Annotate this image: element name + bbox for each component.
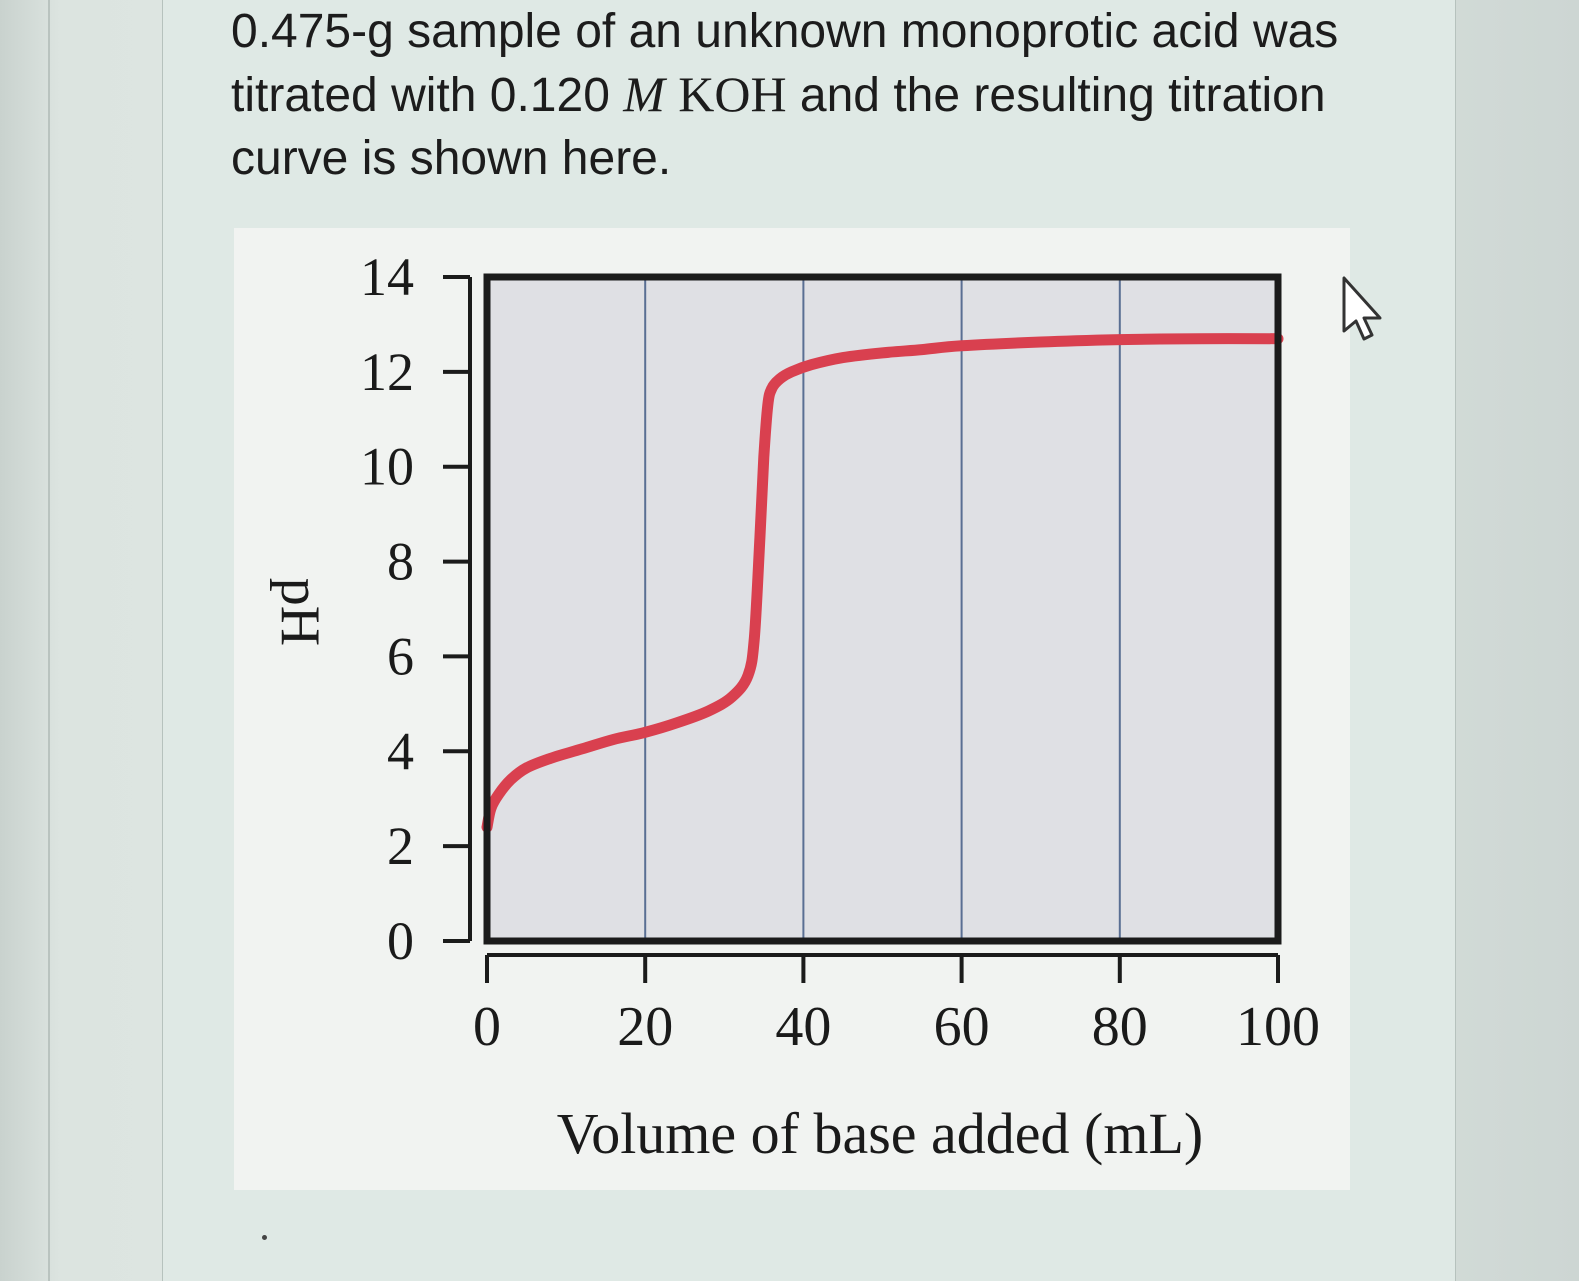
x-tick-label-80: 80 xyxy=(1092,996,1148,1058)
plot-border xyxy=(483,273,1282,945)
x-tick-label-0: 0 xyxy=(473,996,501,1058)
y-tick-label-2: 2 xyxy=(387,816,414,876)
curve-layer xyxy=(481,333,1284,833)
x-tick-label-40: 40 xyxy=(775,996,831,1058)
x-tick-label-100: 100 xyxy=(1236,996,1320,1058)
y-tick-label-4: 4 xyxy=(387,721,414,781)
plot-area xyxy=(487,277,1278,941)
page-left-rule xyxy=(48,0,50,1281)
y-tick-label-14: 14 xyxy=(360,247,414,307)
y-tick-label-12: 12 xyxy=(360,342,414,402)
y-tick-label-10: 10 xyxy=(360,437,414,497)
question-text: 0.475-g sample of an unknown monoprotic … xyxy=(231,0,1351,190)
molar-symbol: M xyxy=(623,66,665,122)
grid-lines xyxy=(644,277,1121,941)
y-axis: 0 2 4 6 8 10 12 14 xyxy=(360,247,472,971)
y-tick-label-8: 8 xyxy=(387,532,414,592)
question-part2: and the resulting titration curve is sho… xyxy=(231,69,1326,185)
base-formula: KOH xyxy=(678,66,787,122)
y-tick-label-0: 0 xyxy=(387,911,414,971)
x-tick-label-60: 60 xyxy=(934,996,990,1058)
bullet-dot xyxy=(262,1235,267,1240)
plot-frame xyxy=(483,273,1282,945)
x-axis: 0 20 40 60 80 100 xyxy=(473,953,1320,1058)
x-axis-label: Volume of base added (mL) xyxy=(557,1101,1203,1166)
titration-curve-line-0 xyxy=(481,333,1284,833)
y-tick-label-6: 6 xyxy=(387,626,414,686)
mouse-pointer-icon xyxy=(1342,276,1382,341)
y-axis-label: pH xyxy=(269,578,331,646)
question-part1: 0.475-g sample of an unknown monoprotic … xyxy=(231,5,1339,122)
x-tick-label-20: 20 xyxy=(617,996,673,1058)
